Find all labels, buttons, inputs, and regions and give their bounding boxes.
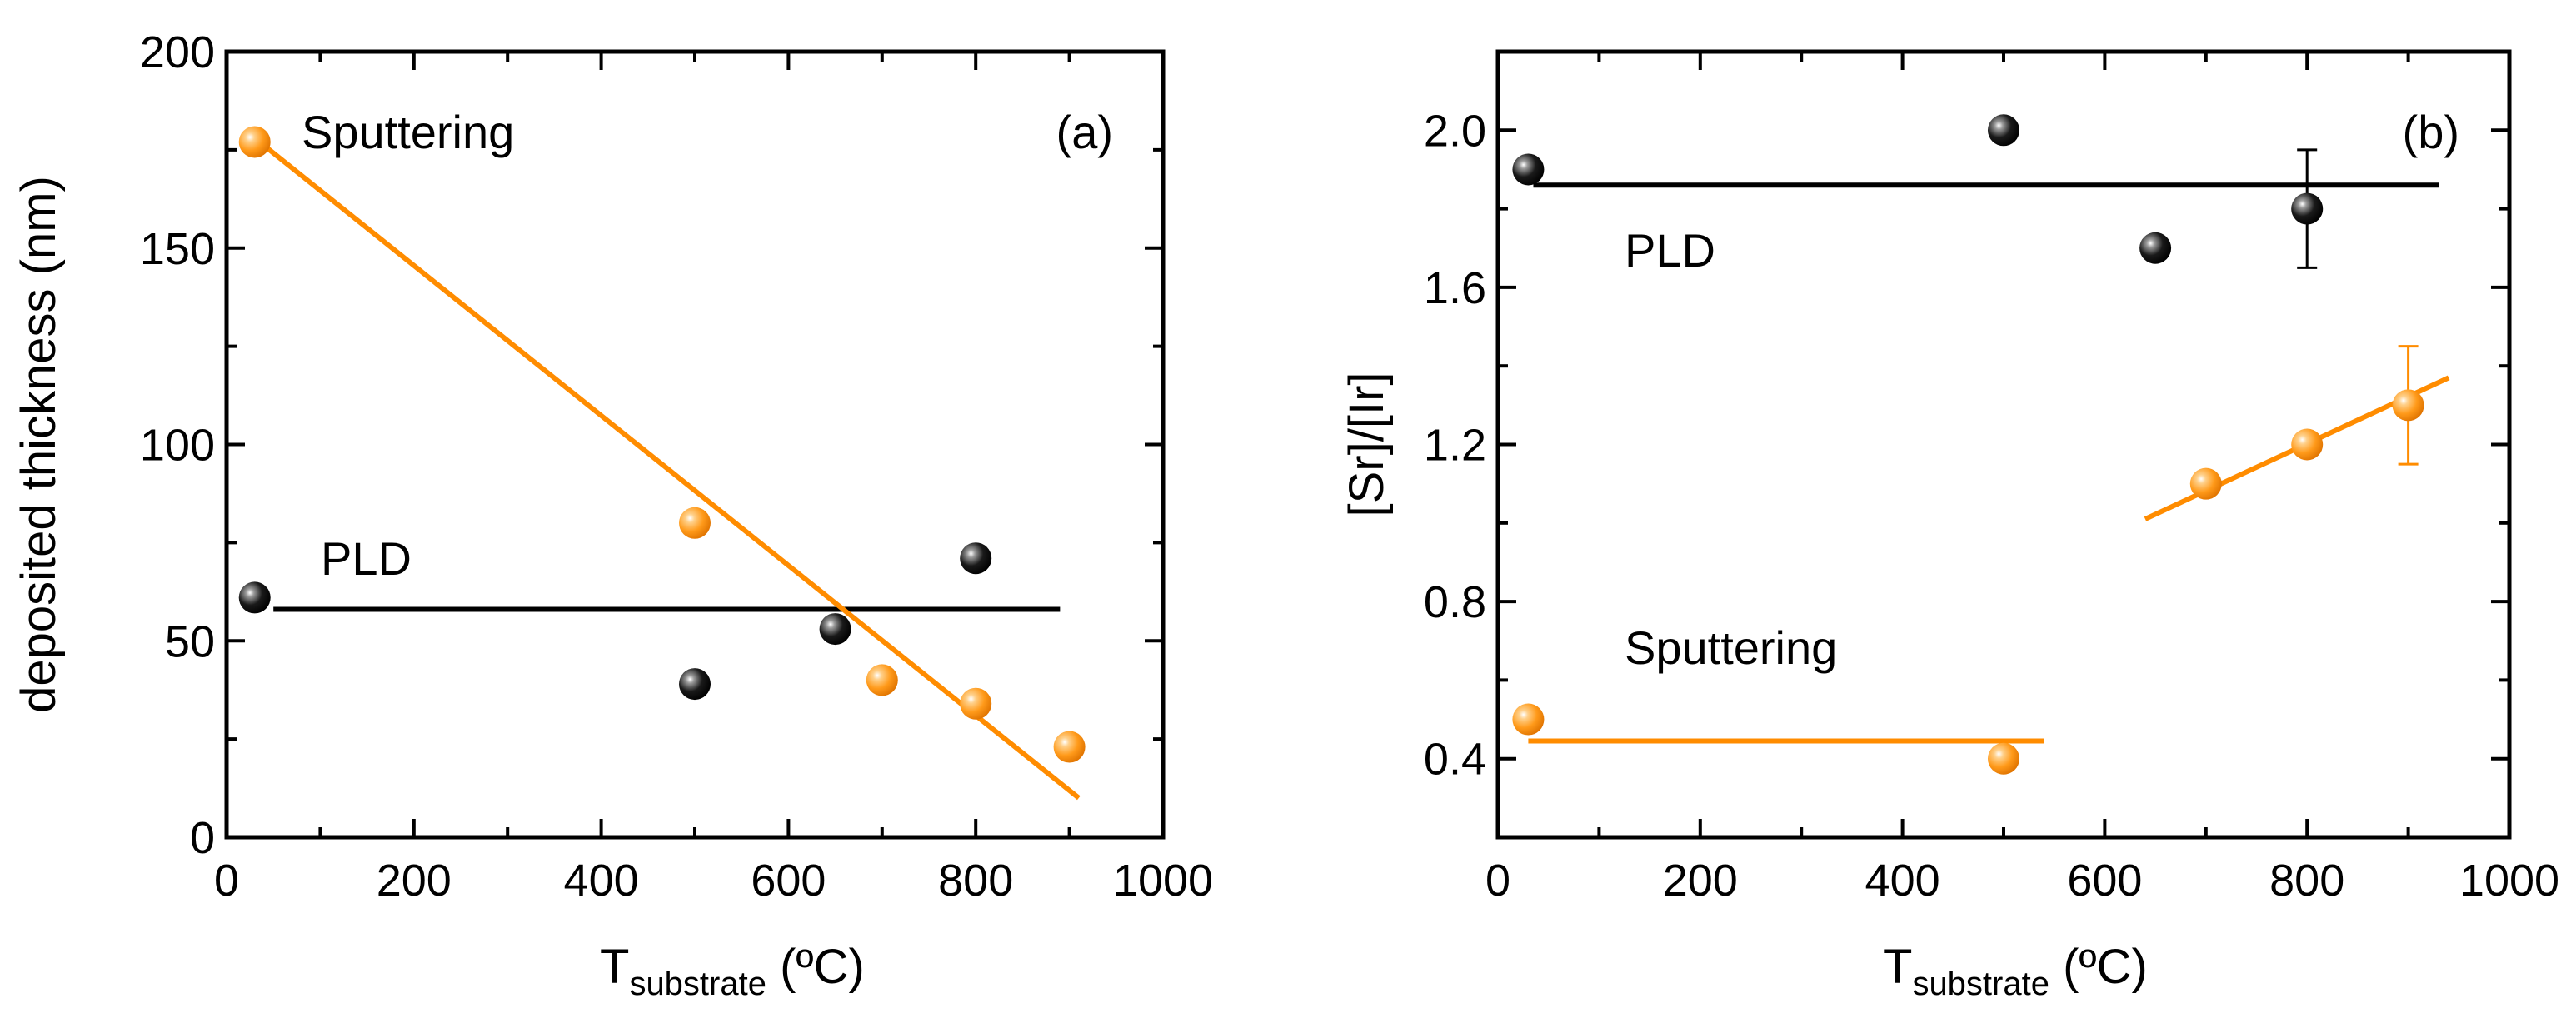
x-axis-title: Tsubstrate (ºC) [1883,940,2148,1002]
data-point-sputtering [679,507,711,539]
data-point-pld [2139,232,2172,264]
data-point-sputtering [960,687,992,720]
y-tick-label: 0.8 [1424,577,1486,627]
data-point-sputtering [2189,467,2222,500]
y-axis-title: [Sr]/[Ir] [1340,372,1394,517]
y-tick-label: 0.4 [1424,735,1486,785]
panel-label: (b) [2403,106,2459,158]
x-tick-label: 600 [2067,856,2142,906]
x-axis-title: Tsubstrate (ºC) [600,940,865,1002]
data-point-sputtering [238,126,271,158]
fit-line-sputtering [252,136,1081,801]
y-tick-label: 50 [165,616,215,666]
x-tick-label: 400 [564,856,639,906]
x-tick-label: 400 [1865,856,1940,906]
x-tick-label: 200 [377,856,452,906]
y-tick-label: 1.6 [1424,263,1486,313]
panel-a-chart: 0 200 400 600 800 1000 0 50 100 150 200 deposited t… [12,27,1213,1002]
x-tick-label: 800 [938,856,1013,906]
data-point-pld [2291,192,2324,225]
x-axis-title-main: T [600,940,629,994]
x-tick-label: 800 [2269,856,2344,906]
y-tick-label: 0 [190,813,215,863]
y-tick-label: 200 [140,27,215,77]
y-tick-label: 2.0 [1424,106,1486,156]
x-axis-title-main: T [1883,940,1912,994]
data-point-pld [1988,114,2019,147]
y-tick-label: 150 [140,224,215,274]
data-point-sputtering [866,664,898,696]
data-point-sputtering [1988,742,2019,775]
annotation-pld: PLD [321,532,412,585]
plot-frame [1495,49,2512,840]
data-point-sputtering [2392,389,2424,422]
x-tick-label: 0 [1485,856,1510,906]
plot-frame [224,49,1166,840]
x-axis-title-unit: (ºC) [2049,940,2148,994]
x-axis-title-subscript: substrate [629,966,766,1002]
panel-label: (a) [1056,106,1113,158]
y-tick-label: 100 [140,421,215,471]
data-point-pld [679,668,711,701]
x-tick-label: 200 [1663,856,1738,906]
y-axis-title: deposited thickness (nm) [12,176,66,713]
x-tick-label: 1000 [1113,856,1213,906]
x-axis-title-subscript: substrate [1912,966,2049,1002]
data-point-pld [1512,153,1545,186]
data-point-sputtering [1053,731,1086,763]
annotation-pld: PLD [1625,224,1715,277]
data-point-pld [238,581,271,614]
x-tick-label: 600 [751,856,826,906]
x-tick-label: 0 [214,856,239,906]
x-axis-title-unit: (ºC) [766,940,865,994]
data-point-sputtering [1512,703,1545,736]
data-point-pld [960,542,992,575]
x-tick-label: 1000 [2459,856,2559,906]
y-tick-label: 1.2 [1424,421,1486,471]
data-point-pld [819,613,851,646]
annotation-sputtering: Sputtering [302,106,514,158]
data-point-sputtering [2291,428,2324,461]
panel-b-chart: 0 200 400 600 800 1000 0.4 0.8 1.2 1.6 2.0 [Sr]/[Ir… [1340,49,2559,1002]
annotation-sputtering: Sputtering [1625,621,1837,674]
